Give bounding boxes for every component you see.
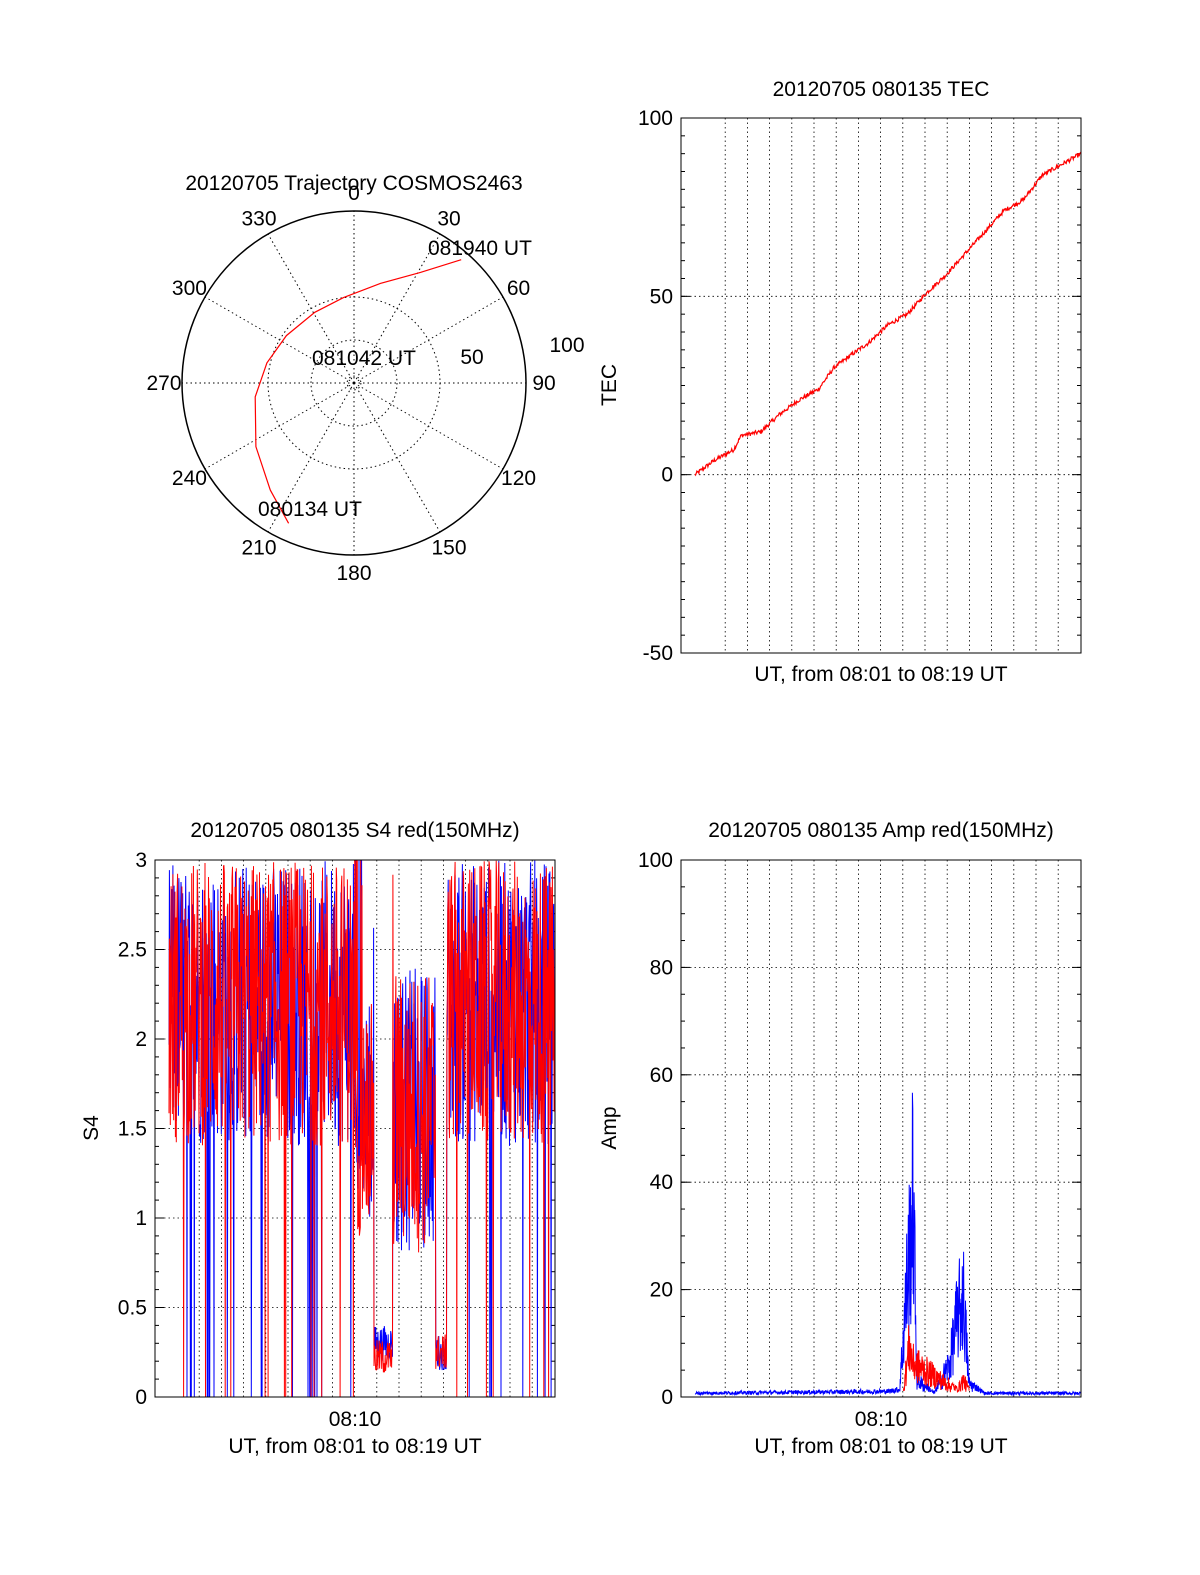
amp-blue-series	[694, 1092, 1082, 1397]
amp-ylabel: Amp	[598, 1106, 621, 1149]
s4-ytick-label-1.5: 1.5	[118, 1118, 147, 1141]
tec-panel: 20120705 080135 TEC -50 0 50 100 TEC UT, fr…	[598, 78, 1082, 686]
polar-spoke-150	[353, 382, 441, 533]
polar-azimuth-label-210: 210	[241, 537, 276, 560]
s4-panel: 20120705 080135 S4 red(150MHz) 0 0.5 1 1.5 2…	[80, 819, 556, 1458]
amp-xtick-label: 08:10	[855, 1408, 908, 1431]
amp-axes-box	[680, 859, 1082, 1398]
s4-xtick-label: 08:10	[329, 1408, 382, 1431]
amp-y-tick-labels: 0 20 40 60 80 100	[638, 849, 673, 1409]
amp-panel: 20120705 080135 Amp red(150MHz) 0 20 40 60 8…	[598, 819, 1082, 1458]
polar-spoke-30	[353, 233, 441, 384]
s4-ytick-label-1: 1	[135, 1207, 147, 1230]
trajectory-end-label: 081940 UT	[428, 237, 532, 260]
polar-grid	[181, 210, 527, 556]
trajectory-line	[254, 259, 462, 524]
s4-ylabel: S4	[80, 1115, 103, 1141]
tec-y-tick-labels: -50 0 50 100	[638, 107, 673, 665]
s4-ytick-label-2.5: 2.5	[118, 939, 147, 962]
polar-azimuth-label-240: 240	[172, 467, 207, 490]
amp-ytick-label-80: 80	[650, 956, 673, 979]
polar-radial-label-50: 50	[460, 346, 483, 369]
trajectory-mid-label: 081042 UT	[312, 347, 416, 370]
s4-axes-box	[154, 859, 556, 1398]
polar-azimuth-label-180: 180	[336, 562, 371, 585]
polar-trajectory-panel: 20120705 Trajectory COSMOS2463 0 30 60 90 12…	[146, 172, 584, 585]
s4-ytick-label-2: 2	[135, 1028, 147, 1051]
polar-azimuth-label-30: 30	[437, 207, 460, 230]
polar-azimuth-label-300: 300	[172, 277, 207, 300]
tec-ytick-label--50: -50	[643, 642, 673, 665]
polar-azimuth-label-60: 60	[507, 277, 530, 300]
polar-radial-label-100: 100	[549, 334, 584, 357]
s4-red-series	[168, 859, 556, 1398]
polar-azimuth-labels: 0 30 60 90 120 150 180 210 240 270 300 330	[146, 182, 555, 585]
polar-azimuth-label-150: 150	[431, 537, 466, 560]
s4-ytick-label-0.5: 0.5	[118, 1297, 147, 1320]
s4-xlabel: UT, from 08:01 to 08:19 UT	[228, 1435, 481, 1458]
amp-title: 20120705 080135 Amp red(150MHz)	[708, 819, 1054, 842]
tec-ylabel: TEC	[598, 364, 621, 406]
tec-axes-box	[680, 117, 1082, 654]
tec-xlabel: UT, from 08:01 to 08:19 UT	[754, 663, 1007, 686]
amp-ytick-label-20: 20	[650, 1279, 673, 1302]
polar-title: 20120705 Trajectory COSMOS2463	[185, 172, 522, 195]
tec-ytick-label-50: 50	[650, 285, 673, 308]
tec-series-line	[694, 151, 1082, 477]
amp-ytick-label-60: 60	[650, 1064, 673, 1087]
polar-spoke-60	[353, 296, 504, 384]
polar-azimuth-label-120: 120	[501, 467, 536, 490]
tec-grid	[681, 117, 1081, 654]
amp-ytick-label-0: 0	[661, 1386, 673, 1409]
s4-y-tick-labels: 0 0.5 1 1.5 2 2.5 3	[118, 849, 147, 1409]
amp-xlabel: UT, from 08:01 to 08:19 UT	[754, 1435, 1007, 1458]
trajectory-start-label: 080134 UT	[258, 498, 362, 521]
polar-azimuth-label-0: 0	[348, 182, 360, 205]
polar-azimuth-label-90: 90	[532, 372, 555, 395]
amp-red-series	[902, 1325, 970, 1393]
tec-ytick-label-0: 0	[661, 464, 673, 487]
polar-spoke-300	[204, 296, 355, 384]
s4-ytick-label-3: 3	[135, 849, 147, 872]
polar-azimuth-label-330: 330	[241, 207, 276, 230]
amp-grid	[681, 859, 1081, 1398]
amp-ytick-label-40: 40	[650, 1171, 673, 1194]
polar-azimuth-label-270: 270	[146, 372, 181, 395]
polar-grid-circle-1	[310, 339, 398, 427]
polar-spoke-120	[353, 382, 504, 470]
amp-ytick-label-100: 100	[638, 849, 673, 872]
polar-spoke-210	[267, 382, 355, 533]
s4-ytick-label-0: 0	[135, 1386, 147, 1409]
polar-spoke-330	[267, 233, 355, 384]
polar-spoke-240	[204, 382, 355, 470]
tec-ytick-label-100: 100	[638, 107, 673, 130]
s4-title: 20120705 080135 S4 red(150MHz)	[190, 819, 519, 842]
polar-grid-circle-2	[346, 375, 362, 391]
tec-title: 20120705 080135 TEC	[773, 78, 990, 101]
